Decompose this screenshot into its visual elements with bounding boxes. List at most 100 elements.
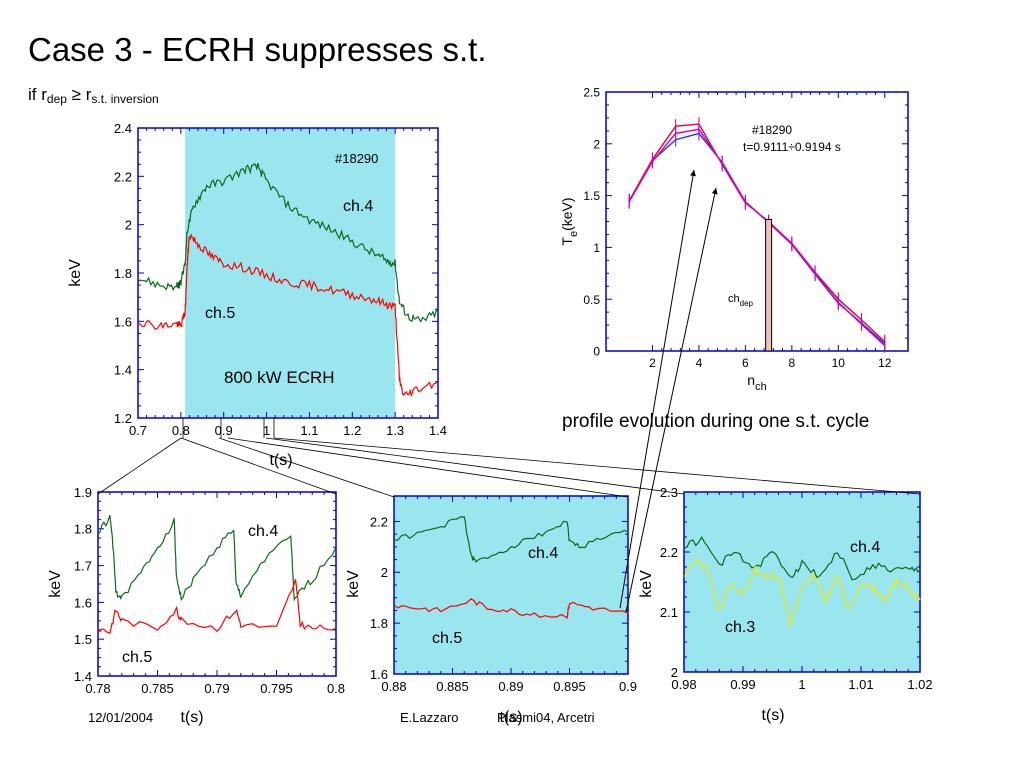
series-label-ch5: ch.5 <box>122 649 152 666</box>
profile-y-label-main: T <box>559 237 575 246</box>
x-tick-label: 0.78 <box>85 681 110 696</box>
x-tick-label: 0.795 <box>260 681 293 696</box>
subtitle-prefix: if r <box>28 85 47 104</box>
y-axis-label: keV <box>47 570 64 598</box>
chdep-label-main: ch <box>728 293 740 305</box>
x-tick-label: 0.98 <box>671 677 696 692</box>
x-tick-label: 1 <box>798 677 805 692</box>
ecrh-shaded-region <box>394 496 628 674</box>
x-tick-label: 0.7 <box>129 423 147 438</box>
series-line-ch5 <box>393 598 629 619</box>
zoom-connector-line <box>218 437 395 498</box>
zoom-connector-line <box>273 437 921 495</box>
x-tick-label: 0.99 <box>730 677 755 692</box>
y-tick-label: 1.5 <box>74 632 92 647</box>
profile-time-range: t=0.9111÷0.9194 s <box>743 140 841 154</box>
y-tick-label: 2.1 <box>660 605 678 620</box>
profile-x-label: nch <box>747 372 766 393</box>
x-tick-label: 1.1 <box>300 423 318 438</box>
x-tick-label: 0.89 <box>498 679 523 694</box>
zoom-connector-line <box>265 437 685 495</box>
y-tick-label: 2 <box>381 565 388 580</box>
y-tick-label: 2.2 <box>114 169 132 184</box>
y-tick-label: 1.8 <box>74 522 92 537</box>
series-line-ch5 <box>137 233 439 397</box>
y-tick-label: 1 <box>593 241 600 255</box>
y-tick-label: 1.4 <box>114 363 132 378</box>
x-tick-label: 0.9 <box>215 423 233 438</box>
x-tick-label: 1.01 <box>848 677 873 692</box>
x-tick-label: 1 <box>263 423 270 438</box>
arrow-to-profile <box>619 169 696 609</box>
slide-title: Case 3 - ECRH suppresses s.t. <box>28 31 487 68</box>
series-label-ch5: ch.5 <box>432 630 462 647</box>
x-axis-label: t(s) <box>761 707 784 724</box>
x-axis-label: t(s) <box>499 709 522 726</box>
footer-author: E.Lazzaro <box>400 710 459 725</box>
x-axis-label: t(s) <box>269 452 292 469</box>
arrow-to-profile <box>625 187 718 613</box>
series-label-ch3: ch.3 <box>725 619 755 636</box>
series-line-ch3 <box>683 558 921 628</box>
y-tick-label: 1.6 <box>114 314 132 329</box>
x-tick-label: 1.02 <box>907 677 932 692</box>
x-tick-label: 4 <box>696 356 703 370</box>
chdep-label: chdep <box>728 293 754 308</box>
y-tick-label: 2.3 <box>660 485 678 500</box>
x-tick-label: 1.2 <box>343 423 361 438</box>
ecrh-label: 800 kW ECRH <box>224 368 335 387</box>
y-tick-label: 1.8 <box>370 616 388 631</box>
x-tick-label: 0.895 <box>553 679 586 694</box>
zoom-connector-line <box>227 437 629 498</box>
y-tick-label: 1.8 <box>114 266 132 281</box>
series-line-ch4 <box>393 516 629 563</box>
y-tick-label: 2 <box>125 218 132 233</box>
series-label-ch5: ch.5 <box>205 305 235 322</box>
footer-date: 12/01/2004 <box>88 710 154 725</box>
subtitle-mid: ≥ r <box>66 85 92 104</box>
x-tick-label: 6 <box>742 356 749 370</box>
x-tick-label: 10 <box>832 356 846 370</box>
y-tick-label: 1.4 <box>74 669 92 684</box>
y-tick-label: 2.2 <box>370 514 388 529</box>
series-label-ch4: ch.4 <box>850 539 880 556</box>
y-tick-label: 1.6 <box>370 667 388 682</box>
shot-number-label: #18290 <box>335 151 378 166</box>
subtitle-sub-dep: dep <box>46 92 67 106</box>
x-tick-label: 0.88 <box>381 679 406 694</box>
profile-x-label-sub: ch <box>755 381 767 393</box>
x-axis-label: t(s) <box>180 709 203 726</box>
zoom-connector-line <box>97 437 182 495</box>
chdep-marker-bar <box>765 218 773 352</box>
profile-shot-number: #18290 <box>752 123 792 137</box>
series-line-ch4 <box>97 515 337 602</box>
y-tick-label: 1.7 <box>74 559 92 574</box>
series-label-ch4: ch.4 <box>343 198 373 215</box>
y-axis-label: keV <box>638 570 655 598</box>
y-tick-label: 1.5 <box>583 189 600 203</box>
subtitle-sub-inversion: s.t. inversion <box>91 92 159 106</box>
series-label-ch4: ch.4 <box>248 523 278 540</box>
profile-y-label-sub: e <box>568 231 580 237</box>
y-tick-label: 0 <box>593 345 600 359</box>
x-tick-label: 0.8 <box>172 423 190 438</box>
footer-event: Plasmi04, Arcetri <box>497 710 595 725</box>
x-tick-label: 8 <box>789 356 796 370</box>
ecrh-shaded-region <box>684 492 920 672</box>
ecrh-shaded-region <box>185 128 396 418</box>
y-axis-label: keV <box>67 259 84 287</box>
x-tick-label: 0.885 <box>436 679 469 694</box>
x-tick-label: 1.4 <box>429 423 447 438</box>
x-tick-label: 2 <box>649 356 656 370</box>
profile-y-label: Te(keV) <box>559 197 580 245</box>
y-tick-label: 2 <box>593 137 600 151</box>
x-tick-label: 0.79 <box>204 681 229 696</box>
x-tick-label: 0.9 <box>619 679 637 694</box>
y-tick-label: 1.2 <box>114 411 132 426</box>
x-tick-label: 0.8 <box>327 681 345 696</box>
